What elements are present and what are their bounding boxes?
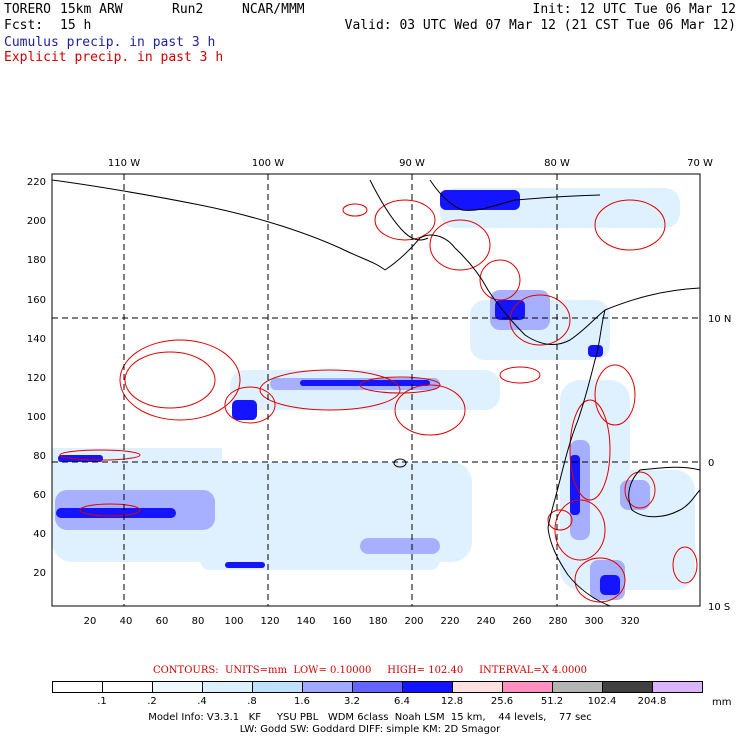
x-tick: 160 — [332, 616, 351, 627]
legend-label: 25.6 — [482, 696, 522, 707]
lat-label: 10 S — [708, 602, 730, 613]
x-tick: 240 — [476, 616, 495, 627]
legend-swatch — [102, 681, 153, 693]
legend-swatch — [402, 681, 453, 693]
precipitation-map: 110 W 100 W 90 W 80 W 70 W 10 N 0 10 S 2… — [0, 150, 740, 630]
lat-label: 10 N — [708, 314, 731, 325]
x-tick: 200 — [404, 616, 423, 627]
y-tick: 60 — [33, 490, 46, 501]
legend-label: 51.2 — [532, 696, 572, 707]
legend-swatch — [302, 681, 353, 693]
y-tick: 100 — [27, 412, 46, 423]
valid-time: Valid: 03 UTC Wed 07 Mar 12 (21 CST Tue … — [345, 18, 736, 33]
lat-label: 0 — [708, 458, 714, 469]
legend-swatch — [552, 681, 603, 693]
legend-label: .4 — [182, 696, 222, 707]
contour-interval: INTERVAL=X 4.0000 — [479, 665, 587, 676]
y-tick: 140 — [27, 334, 46, 345]
legend-label: 12.8 — [432, 696, 472, 707]
y-tick: 220 — [27, 177, 46, 188]
x-tick: 60 — [156, 616, 169, 627]
lon-label: 100 W — [252, 158, 284, 169]
cumulus-precip-title: Cumulus precip. in past 3 h — [4, 35, 215, 50]
forecast-label: Fcst: — [4, 18, 43, 33]
legend-label: .8 — [232, 696, 272, 707]
contour-label: CONTOURS: — [153, 665, 219, 676]
x-tick: 280 — [548, 616, 567, 627]
y-tick: 20 — [33, 568, 46, 579]
contour-high: HIGH= 102.40 — [387, 665, 463, 676]
y-tick: 160 — [27, 295, 46, 306]
legend-label: 204.8 — [632, 696, 672, 707]
contour-info: CONTOURS: UNITS=mm LOW= 0.10000 HIGH= 10… — [0, 665, 740, 676]
x-tick: 100 — [224, 616, 243, 627]
init-time: Init: 12 UTC Tue 06 Mar 12 — [533, 2, 737, 17]
legend-label: 1.6 — [282, 696, 322, 707]
legend-unit: mm — [712, 697, 731, 708]
x-tick: 140 — [296, 616, 315, 627]
x-tick: 320 — [620, 616, 639, 627]
legend-swatch — [202, 681, 253, 693]
legend-swatch — [602, 681, 653, 693]
y-tick: 120 — [27, 373, 46, 384]
y-tick: 40 — [33, 529, 46, 540]
contour-low: LOW= 0.10000 — [293, 665, 371, 676]
x-tick: 220 — [440, 616, 459, 627]
model-resolution: 15km ARW — [60, 2, 123, 17]
legend-swatch — [152, 681, 203, 693]
x-tick: 120 — [260, 616, 279, 627]
legend-swatch — [352, 681, 403, 693]
lon-label: 110 W — [108, 158, 140, 169]
lon-label: 90 W — [399, 158, 425, 169]
legend-label: 102.4 — [582, 696, 622, 707]
explicit-precip-title: Explicit precip. in past 3 h — [4, 50, 223, 65]
forecast-hour: 15 h — [60, 18, 91, 33]
x-tick: 20 — [84, 616, 97, 627]
lon-label: 70 W — [687, 158, 713, 169]
x-tick: 260 — [512, 616, 531, 627]
y-tick: 200 — [27, 216, 46, 227]
model-name: TORERO — [4, 2, 51, 17]
x-tick: 300 — [584, 616, 603, 627]
y-tick: 80 — [33, 451, 46, 462]
x-tick: 40 — [120, 616, 133, 627]
y-tick: 180 — [27, 255, 46, 266]
legend-label: 6.4 — [382, 696, 422, 707]
legend-swatch — [452, 681, 503, 693]
x-tick: 80 — [192, 616, 205, 627]
model-info-line1: Model Info: V3.3.1 KF YSU PBL WDM 6class… — [0, 712, 740, 723]
legend-label: 3.2 — [332, 696, 372, 707]
x-tick: 180 — [368, 616, 387, 627]
legend-swatch — [252, 681, 303, 693]
legend-swatch — [652, 681, 703, 693]
run-label: Run2 — [172, 2, 203, 17]
lon-label: 80 W — [544, 158, 570, 169]
legend-swatch — [502, 681, 553, 693]
contour-units: UNITS=mm — [225, 665, 287, 676]
model-info-line2: LW: Godd SW: Goddard DIFF: simple KM: 2D… — [0, 724, 740, 735]
legend-swatch — [52, 681, 103, 693]
organization: NCAR/MMM — [242, 2, 305, 17]
legend-label: .1 — [82, 696, 122, 707]
legend-label: .2 — [132, 696, 172, 707]
